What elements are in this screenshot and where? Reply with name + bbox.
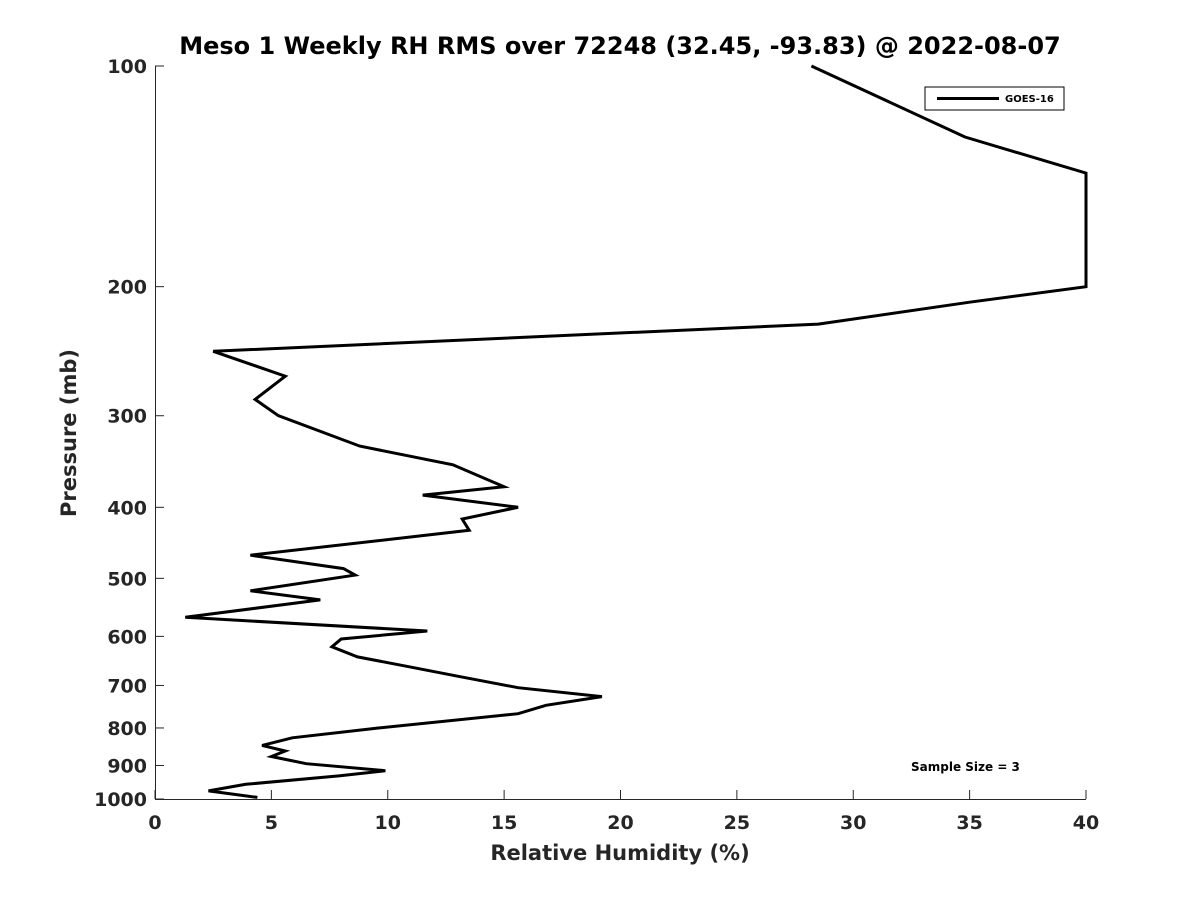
y-tick-label: 200 <box>107 277 147 299</box>
y-tick-label: 300 <box>107 406 147 428</box>
x-tick-label: 15 <box>491 812 517 834</box>
y-tick-label: 700 <box>107 675 147 697</box>
legend-label-goes-16: GOES-16 <box>1005 94 1054 105</box>
legend: GOES-16 <box>924 86 1065 111</box>
sample-size-annotation: Sample Size = 3 <box>911 760 1020 774</box>
y-tick-label: 600 <box>107 626 147 648</box>
series-line-goes-16 <box>185 64 1088 799</box>
x-tick-label: 0 <box>148 812 161 834</box>
x-tick-label: 10 <box>375 812 401 834</box>
x-tick-label: 25 <box>724 812 750 834</box>
x-tick-label: 40 <box>1073 812 1099 834</box>
x-tick-label: 20 <box>607 812 633 834</box>
y-axis-label: Pressure (mb) <box>57 349 81 517</box>
y-tick-label: 900 <box>107 755 147 777</box>
y-tick-label: 1000 <box>94 789 147 811</box>
y-tick-label: 800 <box>107 718 147 740</box>
y-axis-ticks: 100 200 300 400 500 600 700 800 900 1000 <box>94 56 164 811</box>
y-tick-label: 400 <box>107 497 147 519</box>
y-tick-label: 100 <box>107 56 147 78</box>
x-tick-label: 5 <box>265 812 278 834</box>
y-tick-label: 500 <box>107 568 147 590</box>
series-layer <box>185 64 1088 799</box>
chart-title: Meso 1 Weekly RH RMS over 72248 (32.45, … <box>179 32 1061 60</box>
x-axis-ticks: 0 5 10 15 20 25 30 35 40 <box>148 790 1099 834</box>
x-tick-label: 35 <box>956 812 982 834</box>
x-axis-label: Relative Humidity (%) <box>490 841 749 865</box>
x-tick-label: 30 <box>840 812 866 834</box>
